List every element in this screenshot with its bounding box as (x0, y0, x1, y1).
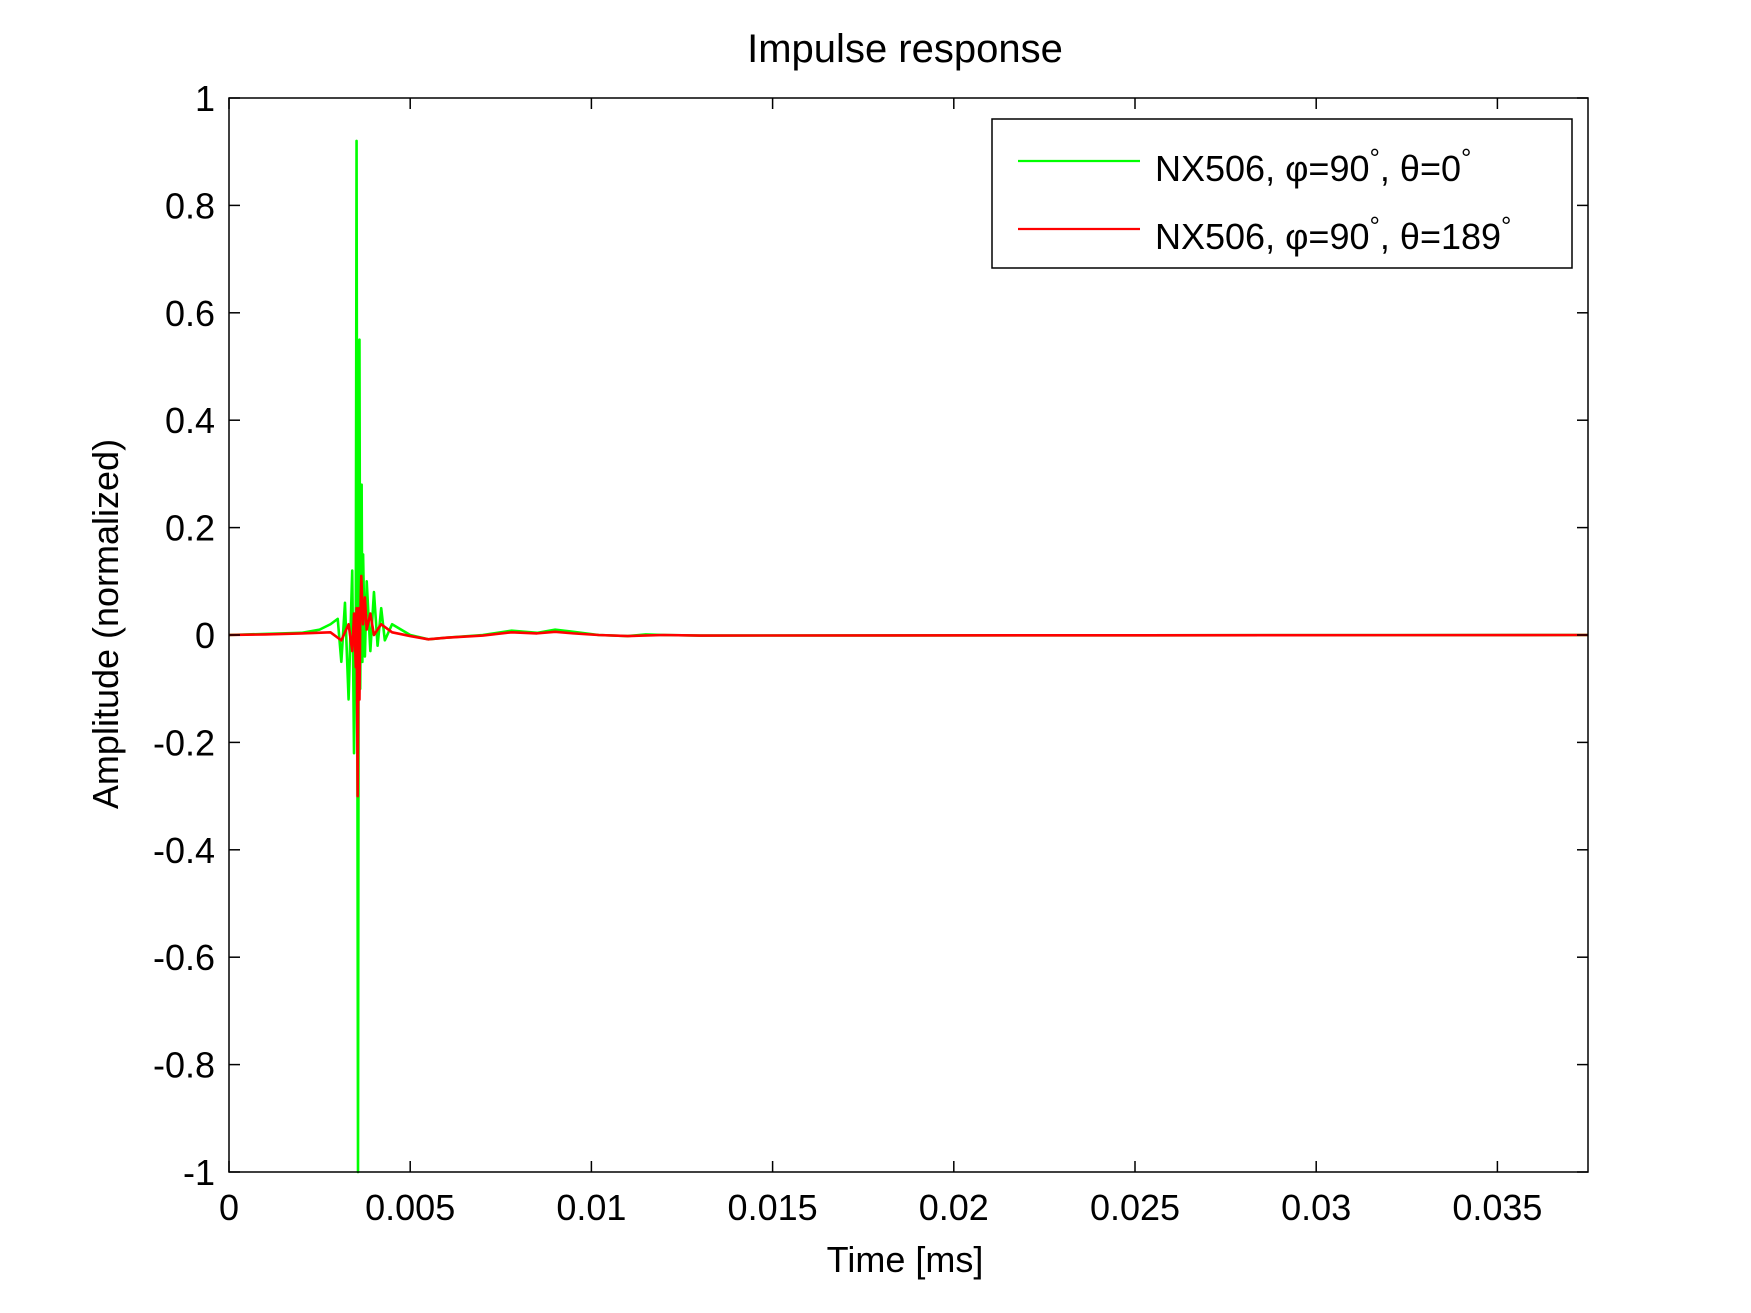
y-tick-label: 0 (195, 615, 215, 656)
y-tick-label: -0.6 (153, 937, 215, 978)
plot-frame (228, 97, 1589, 1173)
legend-box (991, 118, 1573, 269)
legend-label-2: NX506, φ=90°, θ=189° (1155, 211, 1511, 257)
legend-text-part: =90 (1308, 148, 1369, 189)
legend-text-part: , (1380, 148, 1400, 189)
legend-text-part: φ (1285, 148, 1308, 189)
legend-text-part: ° (1370, 211, 1380, 241)
legend-text-part: ° (1501, 211, 1511, 241)
legend-text-part: =0 (1420, 148, 1461, 189)
x-tick-label: 0.005 (365, 1187, 455, 1228)
ticks-layer: 0 0.005 0.01 0.015 0.02 0.025 0.03 0.035 1 0.8 0.6… (153, 78, 1588, 1228)
series-layer (228, 139, 1589, 1174)
legend-text-part: , (1380, 216, 1400, 257)
y-tick-label: 0.2 (165, 508, 215, 549)
legend-text-part: =90 (1308, 216, 1369, 257)
y-tick-label: -0.4 (153, 830, 215, 871)
y-tick-label: -1 (183, 1152, 215, 1193)
legend-text-part: θ (1400, 148, 1420, 189)
x-tick-label: 0.02 (919, 1187, 989, 1228)
x-tick-label: 0.015 (728, 1187, 818, 1228)
y-tick-label: 0.6 (165, 293, 215, 334)
y-axis-label: Amplitude (normalized) (85, 439, 126, 809)
x-tick-label: 0.025 (1090, 1187, 1180, 1228)
legend-text-part: θ (1400, 216, 1420, 257)
x-tick-label: 0.03 (1281, 1187, 1351, 1228)
x-tick-label: 0 (219, 1187, 239, 1228)
series-line-2 (228, 574, 1589, 798)
x-tick-label: 0.035 (1452, 1187, 1542, 1228)
x-axis-label: Time [ms] (827, 1239, 984, 1280)
y-tick-label: 0.8 (165, 185, 215, 226)
legend-label-1: NX506, φ=90°, θ=0° (1155, 143, 1471, 189)
y-tick-label: -0.2 (153, 722, 215, 763)
y-tick-label: 0.4 (165, 400, 215, 441)
legend: NX506, φ=90°, θ=0°NX506, φ=90°, θ=189° (991, 118, 1573, 269)
legend-text-part: NX506, (1155, 148, 1285, 189)
chart-title: Impulse response (747, 27, 1063, 71)
legend-text-part: =189 (1420, 216, 1501, 257)
x-tick-label: 0.01 (556, 1187, 626, 1228)
legend-text-part: ° (1370, 143, 1380, 173)
legend-text-part: NX506, (1155, 216, 1285, 257)
y-tick-label: 1 (195, 78, 215, 119)
legend-text-part: ° (1461, 143, 1471, 173)
legend-text-part: φ (1285, 216, 1308, 257)
y-tick-label: -0.8 (153, 1045, 215, 1086)
